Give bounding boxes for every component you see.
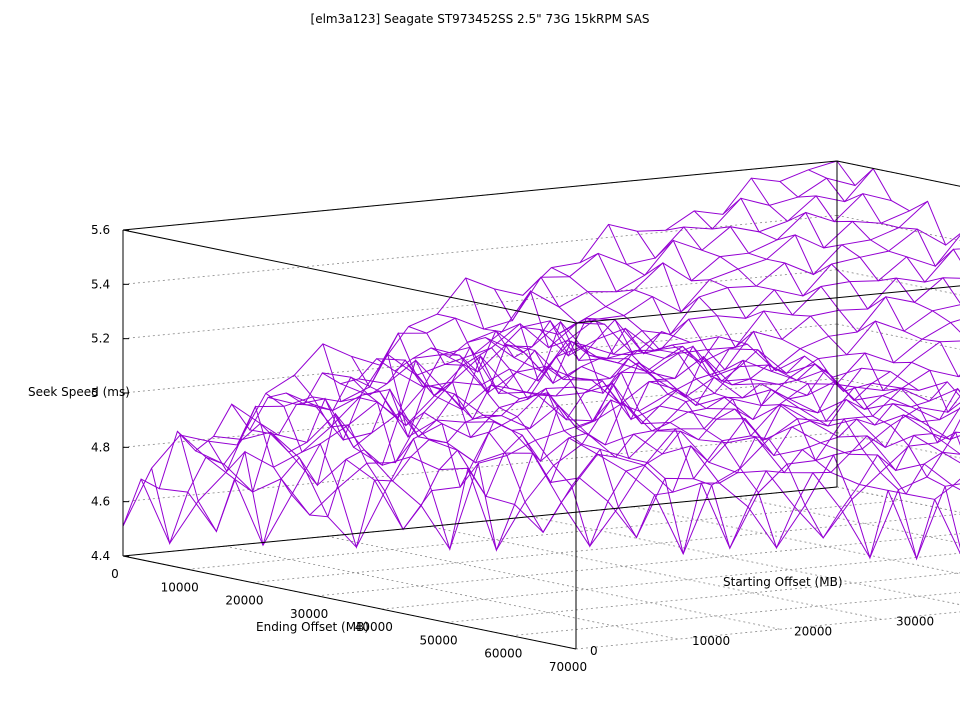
x-axis-label: Ending Offset (MB) xyxy=(256,620,369,634)
grid-line xyxy=(122,269,838,340)
x-tick-label: 0 xyxy=(111,567,119,581)
z-tick-label: 5.4 xyxy=(91,277,110,291)
z-tick-label: 5 xyxy=(91,386,99,400)
surface-column xyxy=(140,177,856,545)
surface-column xyxy=(557,317,960,402)
grid-line xyxy=(836,377,960,404)
surface-column xyxy=(467,330,960,491)
frame-edge xyxy=(122,160,838,231)
surface-column xyxy=(213,200,928,549)
surface-row xyxy=(750,177,960,333)
surface-column xyxy=(159,168,874,533)
surface-column xyxy=(448,343,960,555)
surface-row xyxy=(122,322,577,527)
surface-row xyxy=(836,160,960,246)
surface-column xyxy=(340,340,960,556)
frame-edge xyxy=(575,285,960,324)
surface-row xyxy=(265,336,720,550)
surface-row xyxy=(693,210,960,413)
surface-column xyxy=(358,359,960,550)
grid-line xyxy=(446,572,960,623)
surface-row xyxy=(379,332,834,534)
y-axis-label: Starting Offset (MB) xyxy=(723,575,843,589)
surface-column xyxy=(575,322,960,398)
surface-row xyxy=(322,343,777,552)
x-tick-label: 40000 xyxy=(355,620,393,634)
y-tick-label: 30000 xyxy=(896,614,934,628)
surface-column xyxy=(485,337,960,464)
surface-row xyxy=(179,318,634,533)
surface-column xyxy=(267,248,960,552)
surface-column xyxy=(430,347,960,561)
y-tick-label: 10000 xyxy=(692,634,730,648)
grid-line xyxy=(326,535,781,630)
surface-column xyxy=(322,319,960,539)
x-tick-label: 20000 xyxy=(225,594,263,608)
surface-row xyxy=(151,317,605,546)
y-axis-line xyxy=(122,486,838,557)
x-tick-label: 30000 xyxy=(290,607,328,621)
surface-row xyxy=(236,341,691,518)
surface-column xyxy=(249,234,960,551)
surface-column xyxy=(521,320,960,440)
surface-mesh xyxy=(122,160,960,561)
y-tick-label: 0 xyxy=(590,644,598,658)
surface-row xyxy=(608,224,960,561)
tick-layer: 4.4 4.6 4.8 5 5.2 5.4 5.6 0 10000 20000 30000 40000… xyxy=(91,223,934,674)
grid-line xyxy=(632,506,960,575)
x-tick-label: 60000 xyxy=(484,647,522,661)
surface-column xyxy=(503,321,960,455)
x-axis-line xyxy=(122,555,577,650)
surface-row xyxy=(665,226,960,446)
frame-edge xyxy=(122,229,577,324)
z-tick-label: 4.8 xyxy=(91,440,110,454)
grid-line xyxy=(836,160,960,187)
grid-line xyxy=(224,545,679,640)
surface-row xyxy=(437,313,891,539)
surface-row xyxy=(808,169,960,268)
grid-line xyxy=(530,516,960,606)
surface-column xyxy=(304,304,960,548)
z-tick-label: 4.4 xyxy=(91,549,110,563)
frame-edge xyxy=(836,160,960,187)
surface-column xyxy=(231,228,946,531)
surface-row xyxy=(351,352,805,552)
surface-column xyxy=(177,193,892,547)
x-tick-label: 10000 xyxy=(161,580,199,594)
x-tick-label: 50000 xyxy=(419,633,457,647)
surface-row xyxy=(636,230,960,549)
grid-line xyxy=(428,526,883,620)
surface-row xyxy=(522,276,960,550)
surface-row xyxy=(722,197,960,378)
surface-column xyxy=(412,346,960,559)
surface-row xyxy=(579,252,960,560)
surface-row xyxy=(779,181,960,304)
surface-row xyxy=(493,288,948,550)
surface-row xyxy=(208,327,663,546)
surface-column xyxy=(394,355,960,539)
grid-line xyxy=(122,214,838,285)
z-axis-label: Seek Speed (ms) xyxy=(28,385,130,399)
surface-row xyxy=(465,277,919,555)
grid-line xyxy=(187,499,902,570)
z-tick-label: 4.6 xyxy=(91,495,110,509)
y-tick-label: 20000 xyxy=(794,624,832,638)
chart-title: [elm3a123] Seagate ST973452SS 2.5" 73G 1… xyxy=(310,12,650,26)
surface-column xyxy=(285,277,960,534)
x-tick-label: 70000 xyxy=(549,660,587,674)
z-tick-label: 5.6 xyxy=(91,223,110,237)
frame-layer xyxy=(122,160,960,650)
grid-line xyxy=(836,214,960,241)
surface-row xyxy=(294,343,748,531)
z-tick-label: 5.2 xyxy=(91,332,110,346)
